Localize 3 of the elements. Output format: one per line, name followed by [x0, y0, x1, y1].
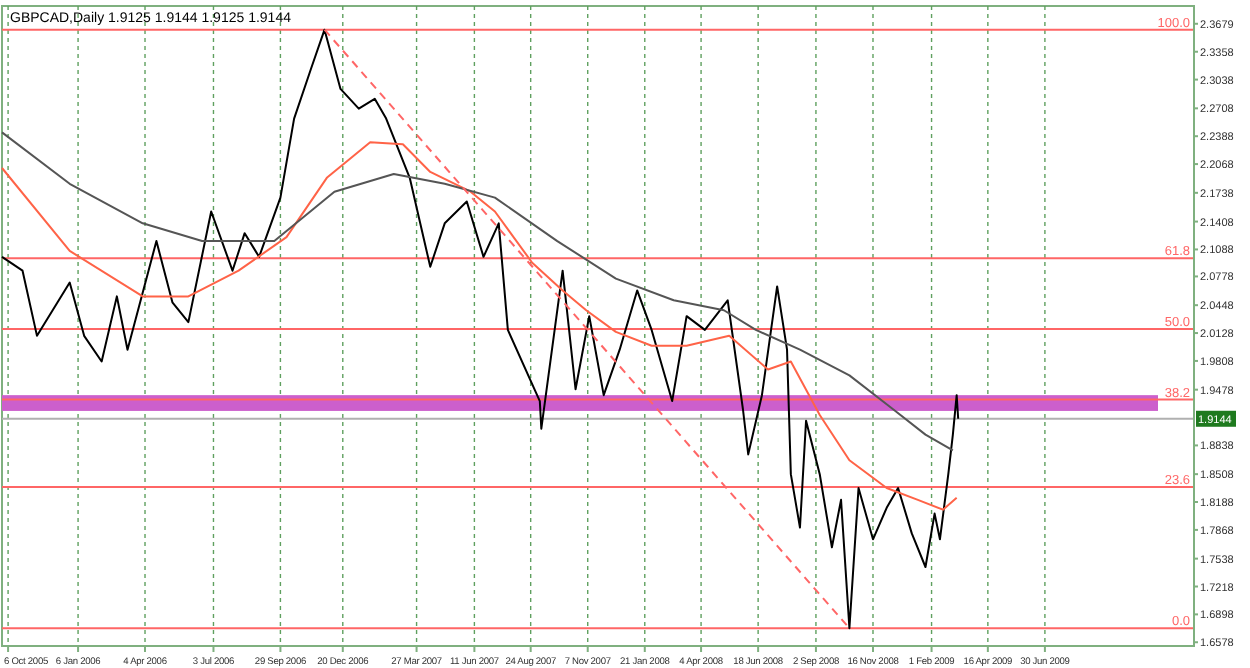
line-series: [1, 141, 958, 511]
line-series: [1, 28, 960, 630]
line-series: [1, 131, 954, 452]
